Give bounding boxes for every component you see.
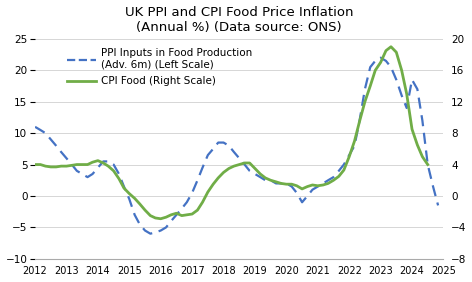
CPI Food (Right Scale) xyxy=(352,139,357,143)
PPI Inputs in Food Production
(Adv. 6m) (Left Scale) xyxy=(59,150,64,154)
CPI Food (Right Scale) xyxy=(174,212,179,215)
PPI Inputs in Food Production
(Adv. 6m) (Left Scale) xyxy=(101,160,106,163)
CPI Food (Right Scale) xyxy=(388,45,394,49)
CPI Food (Right Scale) xyxy=(242,161,247,165)
Legend: PPI Inputs in Food Production
(Adv. 6m) (Left Scale), CPI Food (Right Scale): PPI Inputs in Food Production (Adv. 6m) … xyxy=(65,46,254,88)
Line: CPI Food (Right Scale): CPI Food (Right Scale) xyxy=(35,47,428,219)
PPI Inputs in Food Production
(Adv. 6m) (Left Scale) xyxy=(242,163,247,166)
PPI Inputs in Food Production
(Adv. 6m) (Left Scale) xyxy=(168,219,174,223)
PPI Inputs in Food Production
(Adv. 6m) (Left Scale) xyxy=(435,204,441,207)
Title: UK PPI and CPI Food Price Inflation
(Annual %) (Data source: ONS): UK PPI and CPI Food Price Inflation (Ann… xyxy=(125,6,354,34)
CPI Food (Right Scale) xyxy=(69,164,75,167)
PPI Inputs in Food Production
(Adv. 6m) (Left Scale) xyxy=(325,179,331,182)
Line: PPI Inputs in Food Production
(Adv. 6m) (Left Scale): PPI Inputs in Food Production (Adv. 6m) … xyxy=(35,58,438,234)
CPI Food (Right Scale) xyxy=(289,182,295,186)
CPI Food (Right Scale) xyxy=(32,163,38,166)
PPI Inputs in Food Production
(Adv. 6m) (Left Scale) xyxy=(211,147,216,151)
CPI Food (Right Scale) xyxy=(299,187,305,191)
CPI Food (Right Scale) xyxy=(425,163,430,166)
PPI Inputs in Food Production
(Adv. 6m) (Left Scale) xyxy=(378,56,383,60)
CPI Food (Right Scale) xyxy=(158,217,164,221)
PPI Inputs in Food Production
(Adv. 6m) (Left Scale) xyxy=(32,125,38,129)
PPI Inputs in Food Production
(Adv. 6m) (Left Scale) xyxy=(148,232,153,235)
